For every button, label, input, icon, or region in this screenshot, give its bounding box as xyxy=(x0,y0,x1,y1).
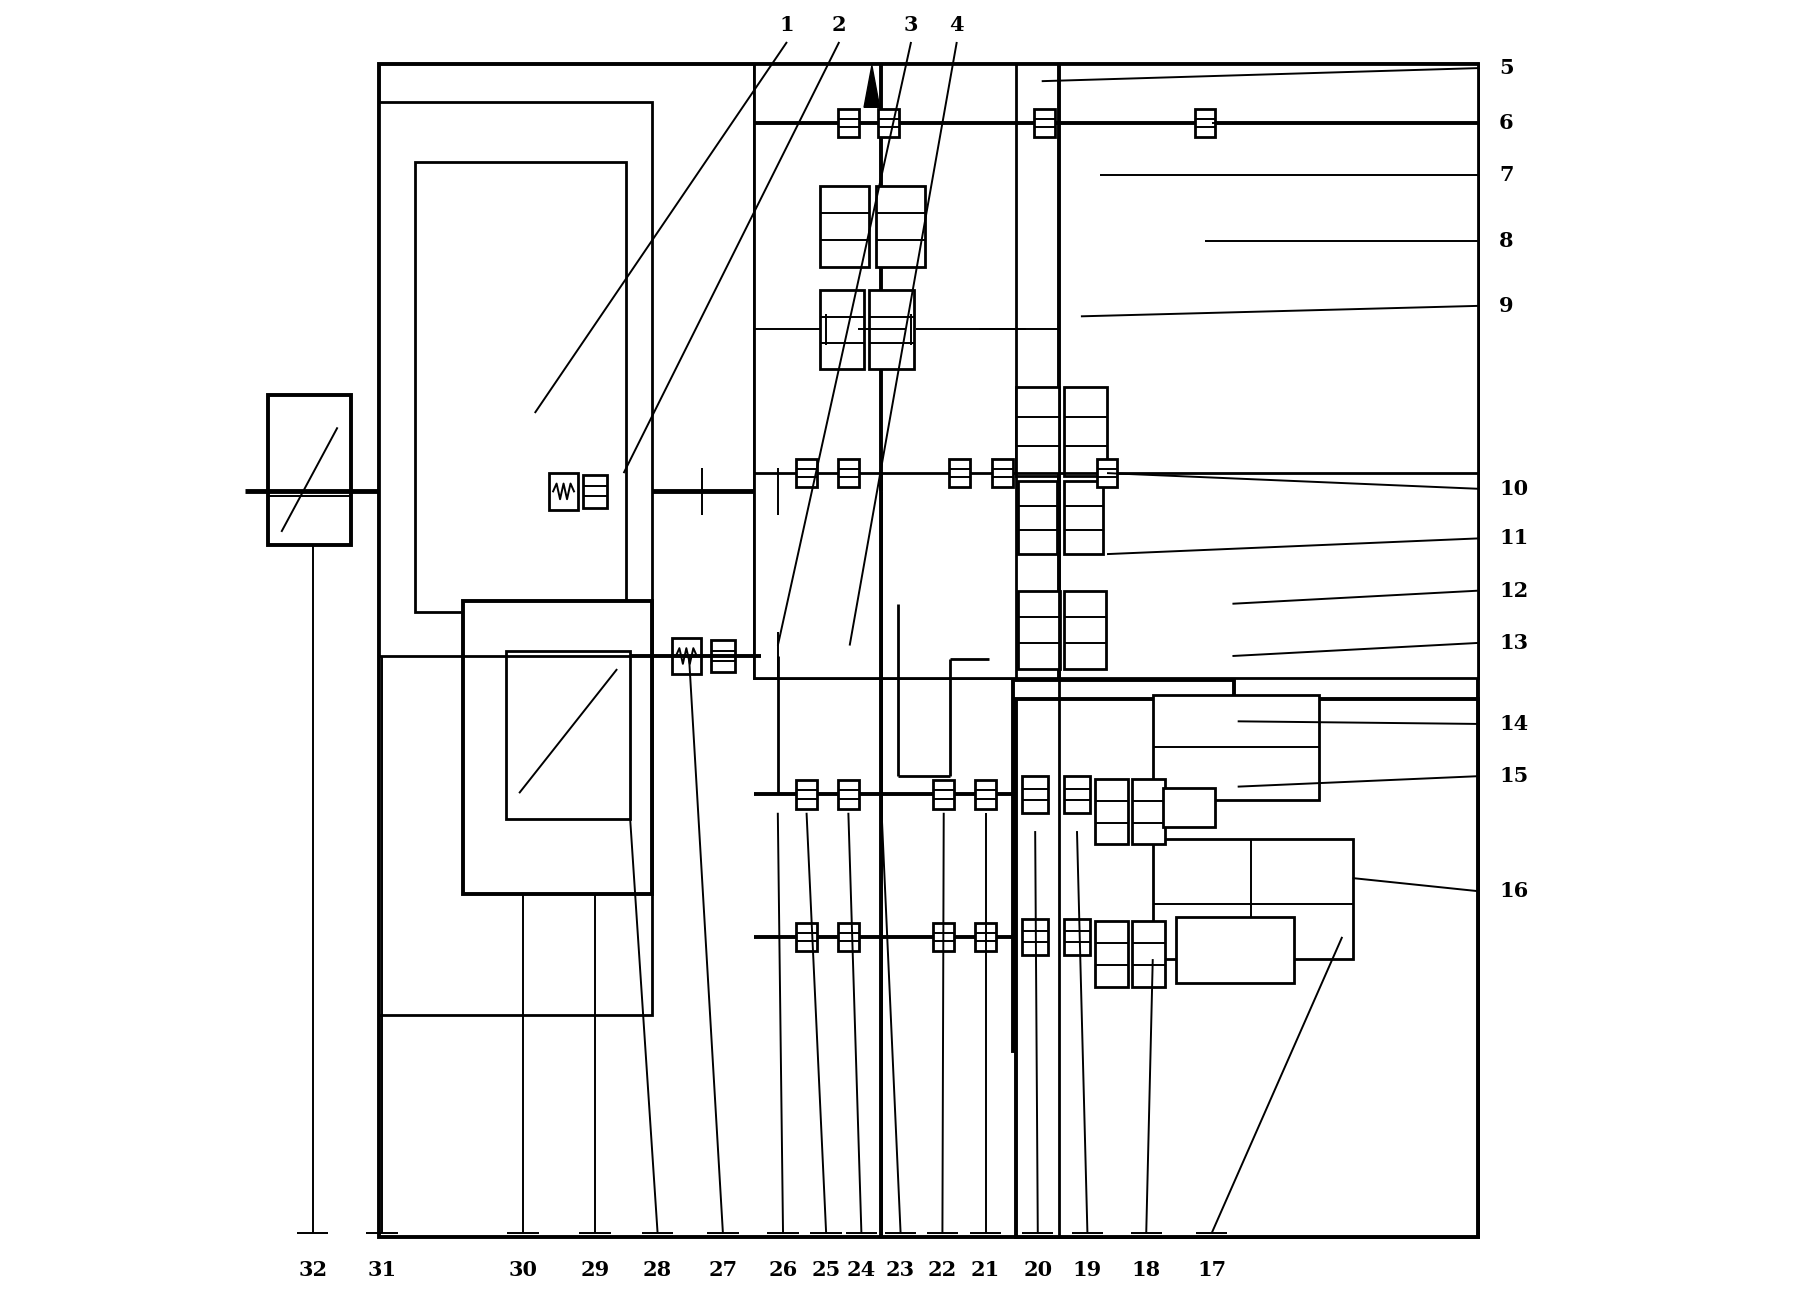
Text: 25: 25 xyxy=(812,1260,841,1279)
Bar xyxy=(1022,918,1049,955)
Bar xyxy=(1034,109,1054,138)
Bar xyxy=(379,64,1478,1237)
Text: 21: 21 xyxy=(972,1260,1000,1279)
Bar xyxy=(754,64,1015,678)
Text: 18: 18 xyxy=(1131,1260,1160,1279)
Bar xyxy=(1015,387,1058,476)
Bar xyxy=(819,290,864,369)
Bar xyxy=(1018,482,1058,554)
Bar xyxy=(1020,707,1061,806)
Bar xyxy=(839,109,858,138)
Text: 4: 4 xyxy=(950,16,964,35)
Text: 20: 20 xyxy=(1024,1260,1052,1279)
Bar xyxy=(1018,590,1060,669)
Text: 29: 29 xyxy=(580,1260,609,1279)
Bar xyxy=(1022,777,1049,812)
Bar xyxy=(876,186,925,266)
Text: 11: 11 xyxy=(1500,529,1528,548)
Text: 24: 24 xyxy=(846,1260,876,1279)
Text: 14: 14 xyxy=(1500,714,1528,733)
Bar xyxy=(796,922,817,951)
Bar xyxy=(711,640,735,672)
Text: 28: 28 xyxy=(643,1260,672,1279)
Bar xyxy=(796,459,817,488)
Bar xyxy=(1015,699,1478,1237)
Bar xyxy=(268,395,350,544)
Bar xyxy=(1065,707,1106,806)
Bar xyxy=(975,781,997,810)
Polygon shape xyxy=(864,66,880,108)
Text: 22: 22 xyxy=(929,1260,957,1279)
Text: 26: 26 xyxy=(769,1260,797,1279)
Text: 32: 32 xyxy=(298,1260,327,1279)
Bar xyxy=(869,290,914,369)
Text: 16: 16 xyxy=(1500,882,1528,901)
Bar xyxy=(934,922,954,951)
Bar xyxy=(796,781,817,810)
Bar xyxy=(463,601,652,893)
Bar xyxy=(415,163,627,611)
Bar xyxy=(506,651,630,819)
Bar xyxy=(819,186,869,266)
Bar xyxy=(754,64,1478,678)
Text: 12: 12 xyxy=(1500,581,1528,601)
Text: 6: 6 xyxy=(1500,113,1514,133)
Bar xyxy=(1063,387,1106,476)
Text: 8: 8 xyxy=(1500,231,1514,251)
Bar xyxy=(379,102,652,1015)
Bar xyxy=(584,475,607,508)
Text: 3: 3 xyxy=(903,16,918,35)
Text: 19: 19 xyxy=(1072,1260,1103,1279)
Bar xyxy=(1063,590,1106,669)
Bar xyxy=(839,781,858,810)
Bar xyxy=(1063,777,1090,812)
Text: 10: 10 xyxy=(1500,479,1528,499)
Bar xyxy=(878,109,900,138)
Bar xyxy=(672,638,700,674)
Bar xyxy=(1176,917,1293,983)
Bar xyxy=(1131,779,1164,844)
Bar xyxy=(1097,459,1117,488)
Text: 27: 27 xyxy=(708,1260,738,1279)
Bar xyxy=(1096,921,1128,987)
Bar xyxy=(934,781,954,810)
Bar xyxy=(1063,482,1103,554)
Text: 2: 2 xyxy=(832,16,846,35)
Bar xyxy=(839,922,858,951)
Text: 7: 7 xyxy=(1500,165,1514,185)
Bar xyxy=(991,459,1013,488)
Text: 9: 9 xyxy=(1500,297,1514,316)
Text: 23: 23 xyxy=(885,1260,916,1279)
Text: 13: 13 xyxy=(1500,632,1528,653)
Text: 31: 31 xyxy=(368,1260,397,1279)
Text: 30: 30 xyxy=(508,1260,537,1279)
Bar xyxy=(1096,779,1128,844)
Text: 15: 15 xyxy=(1500,766,1528,786)
Bar xyxy=(1164,789,1216,827)
Bar xyxy=(1013,680,1234,1051)
Text: 1: 1 xyxy=(779,16,794,35)
Bar xyxy=(1153,695,1318,800)
Bar xyxy=(839,459,858,488)
Bar xyxy=(975,922,997,951)
Bar xyxy=(1131,921,1164,987)
Text: 5: 5 xyxy=(1500,58,1514,79)
Text: 17: 17 xyxy=(1196,1260,1227,1279)
Bar xyxy=(1194,109,1216,138)
Bar xyxy=(550,474,578,509)
Bar xyxy=(1153,838,1352,959)
Bar xyxy=(948,459,970,488)
Bar xyxy=(1063,918,1090,955)
